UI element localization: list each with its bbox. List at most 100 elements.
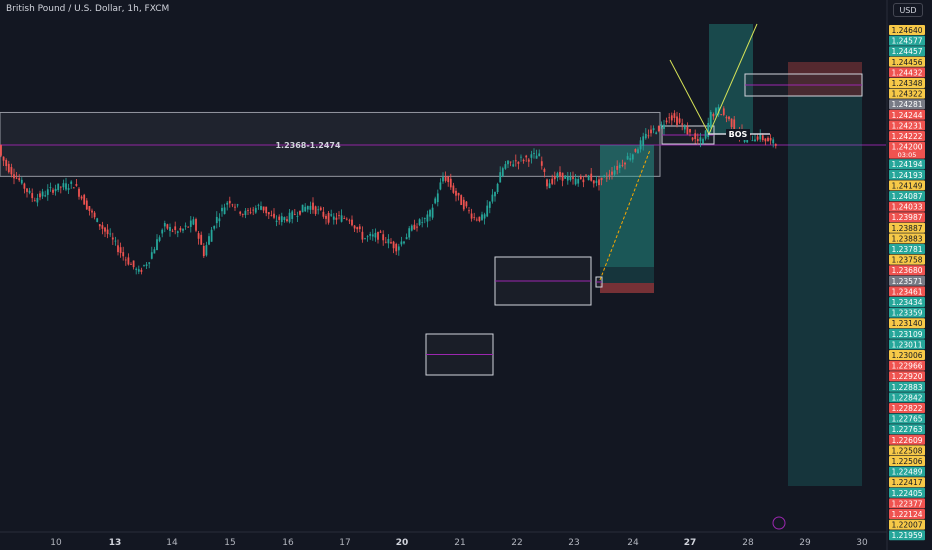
candle-body [158, 237, 161, 241]
candle-body [145, 264, 148, 266]
candle-body [15, 177, 18, 179]
candle-body [413, 224, 416, 230]
candle-body [408, 228, 411, 238]
candle-body [400, 241, 403, 245]
candle-body [631, 154, 634, 160]
candle-body [483, 214, 486, 219]
time-tick-label: 28 [742, 538, 754, 548]
candle-body [330, 214, 333, 216]
candle-body [538, 153, 541, 157]
candle-body [7, 163, 10, 173]
candle-body [522, 159, 525, 162]
price-tag [889, 35, 925, 46]
candle-body [247, 210, 249, 211]
candle-body [200, 234, 203, 245]
candle-body [351, 219, 353, 226]
price-tag-label: 1.22506 [891, 457, 922, 466]
candle-body [18, 178, 21, 181]
candle-body [683, 126, 686, 130]
price-tag [889, 434, 925, 445]
candle-body [520, 156, 522, 158]
candle-body [382, 234, 385, 241]
price-tag-label: 1.22417 [891, 478, 922, 487]
candle-body [374, 232, 377, 238]
price-tag [889, 88, 925, 99]
candle-body [624, 162, 626, 165]
candle-body [644, 133, 647, 139]
candle-body [416, 226, 418, 228]
candle-body [426, 214, 429, 222]
candle-body [119, 247, 122, 254]
candle-body [626, 156, 629, 160]
candle-body [356, 227, 359, 230]
candle-body [166, 224, 169, 229]
candle-body [681, 123, 684, 125]
candle-body [660, 124, 663, 126]
price-tag-label: 1.22822 [891, 404, 922, 413]
candle-body [23, 183, 26, 189]
candle-body [319, 207, 322, 210]
candle-body [52, 189, 54, 193]
candle-body [353, 225, 356, 229]
candle-body [189, 220, 192, 227]
candle-body [93, 212, 96, 218]
short-profit-area [788, 96, 862, 486]
price-tag [889, 339, 925, 350]
candle-body [449, 178, 452, 188]
price-tag [889, 381, 925, 392]
candle-body [72, 187, 75, 189]
candle-body [288, 212, 291, 222]
currency-button[interactable]: USD [893, 3, 923, 17]
price-tag [889, 328, 925, 339]
price-tag-label: 1.23359 [891, 309, 922, 318]
candle-body [195, 219, 197, 231]
price-tag-label: 1.23006 [891, 351, 922, 360]
candle-body [403, 241, 405, 244]
price-tag [889, 169, 925, 180]
candle-body [335, 217, 338, 220]
candle-body [533, 153, 535, 155]
candle-body [384, 241, 387, 243]
candle-body [418, 219, 421, 225]
supply-demand-zone [0, 111, 661, 177]
candle-body [613, 170, 616, 175]
price-tag-label: 1.24577 [891, 37, 922, 46]
price-tag [889, 318, 925, 329]
candle-body [702, 139, 704, 144]
candle-body [390, 242, 392, 244]
candle-body [696, 138, 699, 142]
candle-body [525, 155, 528, 158]
candle-body [767, 137, 769, 142]
candle-body [340, 215, 343, 222]
zone-layer: 1.2368-1.2474 [0, 24, 886, 486]
candle-body [691, 137, 694, 140]
price-tag-label: 1.23571 [891, 277, 922, 286]
candle-body [322, 211, 325, 217]
price-tag [889, 371, 925, 382]
price-tag [889, 254, 925, 265]
candle-body [239, 211, 242, 214]
price-tag [889, 159, 925, 170]
short-stop-area [788, 62, 862, 96]
candle-body [332, 216, 335, 220]
candle-body [286, 219, 288, 222]
candle-body [202, 245, 205, 257]
price-tag [889, 120, 925, 131]
candle-body [395, 243, 398, 252]
candle-body [28, 190, 31, 193]
candle-body [26, 188, 28, 192]
candle-body [254, 207, 257, 213]
price-tag [889, 222, 925, 233]
candle-body [444, 176, 447, 181]
long-stop-area [600, 283, 654, 293]
candle-body [377, 232, 379, 240]
candle-body [686, 126, 689, 135]
candle-body [338, 215, 340, 217]
candle-body [75, 184, 78, 186]
candle-body [587, 175, 590, 181]
candle-body [111, 237, 114, 240]
candle-body [517, 161, 520, 164]
candle-body [228, 200, 231, 204]
